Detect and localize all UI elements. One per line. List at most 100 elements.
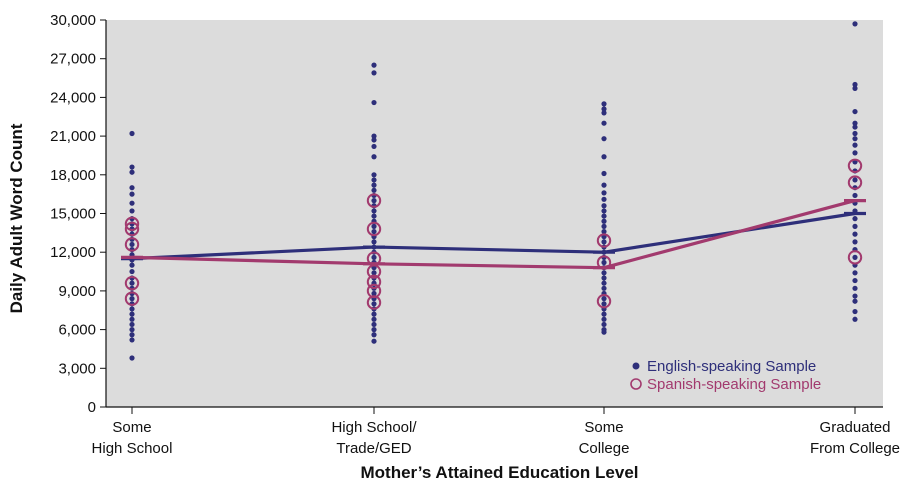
english-data-point	[371, 254, 377, 260]
english-data-point	[371, 208, 377, 214]
english-data-point	[852, 108, 858, 115]
english-data-point	[129, 311, 135, 317]
english-data-point	[371, 187, 377, 193]
x-tick-label: Graduated	[820, 419, 891, 436]
english-data-point	[129, 327, 135, 333]
english-data-point	[601, 182, 607, 188]
english-data-point	[852, 150, 858, 156]
english-data-point	[601, 208, 607, 214]
x-tick-label: High School/	[331, 419, 417, 436]
english-data-point	[852, 239, 858, 245]
english-data-point	[129, 208, 135, 214]
english-data-point	[852, 298, 858, 304]
english-data-point	[371, 99, 377, 106]
y-tick-label: 15,000	[50, 206, 96, 223]
y-tick-label: 24,000	[50, 89, 96, 106]
english-data-point	[371, 290, 377, 297]
legend-english-marker	[632, 362, 640, 370]
legend-spanish-marker	[630, 378, 642, 390]
legend-spanish-label: Spanish-speaking Sample	[647, 376, 821, 393]
english-data-point	[371, 198, 377, 204]
english-data-point	[852, 85, 858, 91]
plot-area	[106, 20, 883, 407]
english-data-point	[371, 316, 377, 322]
english-data-point	[129, 332, 135, 338]
english-data-point	[601, 218, 607, 224]
english-data-point	[601, 170, 607, 177]
english-data-point	[601, 213, 607, 219]
english-data-point	[601, 228, 607, 235]
english-data-point	[852, 130, 858, 137]
english-data-point	[371, 154, 377, 160]
english-data-point	[852, 277, 858, 284]
english-data-point	[852, 21, 858, 27]
y-tick-label: 6,000	[58, 322, 96, 339]
english-data-point	[371, 338, 377, 344]
english-data-point	[371, 137, 377, 143]
spanish-data-point	[847, 158, 863, 173]
legend: English-speaking Sample Spanish-speaking…	[630, 358, 821, 393]
english-data-point	[129, 337, 135, 343]
english-data-point	[601, 190, 607, 196]
mean-lines	[121, 199, 866, 270]
english-data-point	[601, 285, 607, 291]
spanish-data-point	[596, 233, 612, 248]
english-data-point	[601, 259, 607, 266]
spanish-data-point	[596, 294, 612, 309]
spanish-mean-line	[121, 199, 866, 270]
x-tick-label: Some	[112, 419, 151, 436]
english-data-point	[601, 154, 607, 160]
english-data-point	[129, 280, 135, 286]
spanish-data-point	[366, 221, 382, 237]
english-data-point	[601, 101, 607, 107]
data-points	[124, 21, 863, 361]
english-data-point	[371, 270, 377, 276]
english-data-point	[852, 293, 858, 299]
english-data-point	[129, 316, 135, 322]
spanish-data-point	[124, 221, 140, 237]
english-data-point	[601, 203, 607, 209]
english-data-point	[601, 223, 607, 229]
english-data-point	[129, 296, 135, 302]
english-data-point	[129, 306, 135, 312]
english-data-point	[129, 191, 135, 197]
spanish-data-point	[124, 216, 140, 232]
y-tick-label: 3,000	[58, 360, 96, 377]
english-data-point	[371, 177, 377, 183]
english-data-point	[129, 130, 135, 137]
english-data-point	[371, 321, 377, 328]
legend-english-label: English-speaking Sample	[647, 358, 816, 375]
spanish-data-point	[847, 250, 863, 265]
english-data-point	[601, 120, 607, 126]
english-data-point	[852, 308, 858, 315]
english-data-point	[852, 216, 858, 222]
english-data-point	[371, 182, 377, 188]
english-data-point	[371, 133, 377, 139]
english-data-point	[129, 185, 135, 191]
english-data-point	[371, 301, 377, 307]
english-data-point	[852, 124, 858, 130]
spanish-mean-line-path	[131, 199, 856, 270]
english-data-point	[371, 327, 377, 333]
english-data-point	[129, 321, 135, 328]
english-data-point	[852, 254, 858, 260]
y-tick-label: 21,000	[50, 128, 96, 145]
english-data-point	[129, 268, 135, 275]
english-data-point	[371, 332, 377, 338]
english-data-point	[371, 223, 377, 229]
y-tick-label: 18,000	[50, 167, 96, 184]
x-axis-ticks: Some High School High School/Trade/GED Some…	[92, 407, 900, 457]
english-data-point	[601, 321, 607, 328]
english-data-point	[129, 200, 135, 206]
english-data-point	[371, 70, 377, 76]
english-data-point	[852, 223, 858, 229]
spanish-data-point	[847, 175, 863, 190]
english-data-point	[371, 172, 377, 178]
x-tick-label: Some	[584, 419, 623, 436]
english-data-point	[129, 241, 135, 248]
spanish-data-point	[124, 275, 140, 291]
x-tick-label: Trade/GED	[336, 440, 411, 457]
english-data-point	[852, 120, 858, 126]
english-data-point	[601, 316, 607, 322]
